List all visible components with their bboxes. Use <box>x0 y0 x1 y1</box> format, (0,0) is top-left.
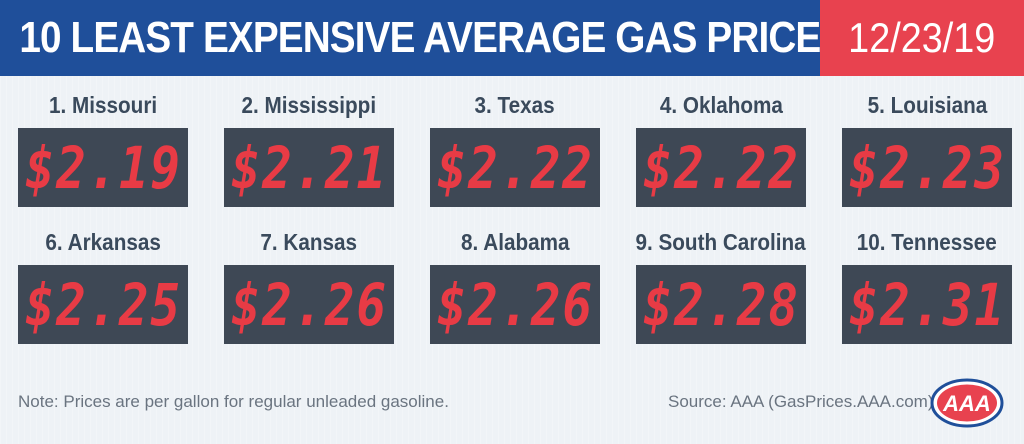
price-card: 8. Alabama $2.26 <box>430 229 600 344</box>
source-credit: Source: AAA (GasPrices.AAA.com) <box>668 392 934 411</box>
price-board: $2.22 <box>430 128 600 207</box>
price-card: 9. South Carolina $2.28 <box>636 229 806 344</box>
state-label: 8. Alabama <box>460 229 570 255</box>
price-board: $2.28 <box>636 265 806 344</box>
price-board: $2.21 <box>224 128 394 207</box>
price-value: $2.23 <box>848 133 1006 202</box>
price-board: $2.22 <box>636 128 806 207</box>
state-label: 9. South Carolina <box>635 229 807 255</box>
price-value: $2.22 <box>642 133 800 202</box>
price-card: 10. Tennessee $2.31 <box>842 229 1012 344</box>
footnote: Note: Prices are per gallon for regular … <box>18 392 449 411</box>
state-label: 10. Tennessee <box>856 229 998 255</box>
price-value: $2.19 <box>24 133 182 202</box>
price-board: $2.19 <box>18 128 188 207</box>
price-value: $2.22 <box>436 133 594 202</box>
state-label: 3. Texas <box>474 92 556 118</box>
price-value: $2.26 <box>230 270 388 339</box>
state-label: 1. Missouri <box>48 92 158 118</box>
price-card: 4. Oklahoma $2.22 <box>636 92 806 207</box>
price-grid: 1. Missouri $2.19 2. Mississippi $2.21 3… <box>18 92 1012 344</box>
date-label: 12/23/19 <box>848 14 996 61</box>
logo-text: AAA <box>942 391 991 416</box>
price-card: 3. Texas $2.22 <box>430 92 600 207</box>
price-board: $2.25 <box>18 265 188 344</box>
state-label: 6. Arkansas <box>45 229 161 255</box>
price-card: 5. Louisiana $2.23 <box>842 92 1012 207</box>
price-value: $2.25 <box>24 270 182 339</box>
price-board: $2.31 <box>842 265 1012 344</box>
date-badge: 12/23/19 <box>820 0 1024 76</box>
state-label: 4. Oklahoma <box>659 92 783 118</box>
price-value: $2.31 <box>848 270 1006 339</box>
price-value: $2.28 <box>642 270 800 339</box>
state-label: 2. Mississippi <box>241 92 377 118</box>
aaa-logo-icon: AAA <box>930 378 1004 428</box>
price-card: 7. Kansas $2.26 <box>224 229 394 344</box>
price-card: 6. Arkansas $2.25 <box>18 229 188 344</box>
page-title: 10 LEAST EXPENSIVE AVERAGE GAS PRICES <box>19 13 846 62</box>
state-label: 5. Louisiana <box>867 92 987 118</box>
price-board: $2.23 <box>842 128 1012 207</box>
price-board: $2.26 <box>430 265 600 344</box>
price-card: 1. Missouri $2.19 <box>18 92 188 207</box>
price-board: $2.26 <box>224 265 394 344</box>
price-value: $2.21 <box>230 133 388 202</box>
price-card: 2. Mississippi $2.21 <box>224 92 394 207</box>
price-value: $2.26 <box>436 270 594 339</box>
header-bar: 10 LEAST EXPENSIVE AVERAGE GAS PRICES <box>0 0 846 76</box>
state-label: 7. Kansas <box>260 229 358 255</box>
